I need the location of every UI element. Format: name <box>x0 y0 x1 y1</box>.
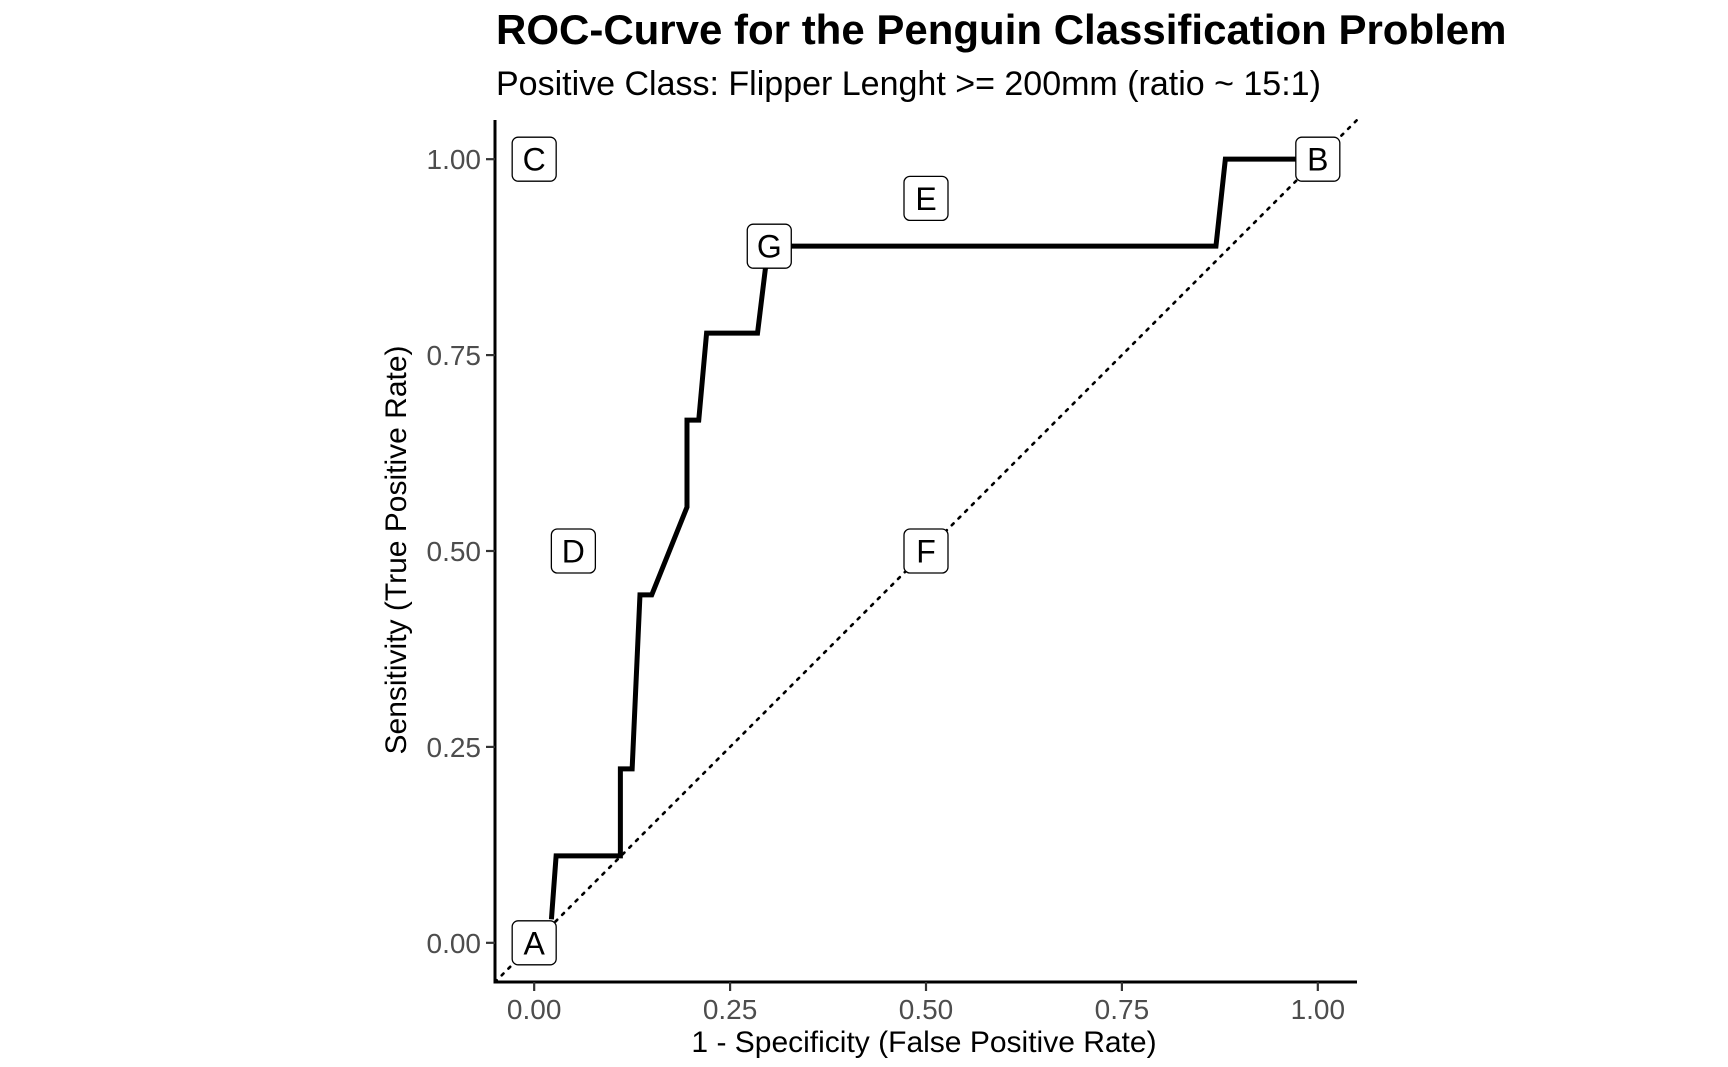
point-label-g: G <box>746 223 792 269</box>
point-label-box <box>903 528 949 574</box>
point-label-text: B <box>1307 142 1328 178</box>
point-label-a: A <box>511 920 557 966</box>
point-label-c: C <box>511 136 557 182</box>
y-tick-label: 0.50 <box>427 536 482 567</box>
x-axis-title: 1 - Specificity (False Positive Rate) <box>691 1026 1156 1059</box>
y-tick-label: 1.00 <box>427 144 482 175</box>
point-label-text: F <box>916 534 936 570</box>
point-label-f: F <box>903 528 949 574</box>
point-label-b: B <box>1295 136 1341 182</box>
point-label-text: D <box>562 534 585 570</box>
x-tick-label: 0.75 <box>1095 994 1150 1025</box>
point-label-box <box>1295 136 1341 182</box>
y-axis-title: Sensitivity (True Positive Rate) <box>380 345 413 754</box>
point-label-text: G <box>757 229 782 265</box>
point-label-box <box>511 920 557 966</box>
point-label-text: A <box>524 925 546 961</box>
x-tick-label: 0.25 <box>703 994 758 1025</box>
y-tick-label: 0.25 <box>427 732 482 763</box>
chart-title: ROC-Curve for the Penguin Classification… <box>496 6 1506 53</box>
y-tick-label: 0.75 <box>427 340 482 371</box>
plot-area: 0.00 0.25 0.50 0.75 1.00 0.00 0.25 0.50 0.75 1.00… <box>427 118 1359 1025</box>
x-tick-label: 0.00 <box>507 994 562 1025</box>
point-label-text: E <box>915 181 936 217</box>
point-label-text: C <box>523 142 546 178</box>
point-label-box <box>550 528 597 574</box>
x-tick-label: 1.00 <box>1291 994 1346 1025</box>
point-label-box <box>903 175 949 222</box>
point-label-box <box>511 136 557 182</box>
chart-subtitle: Positive Class: Flipper Lenght >= 200mm … <box>496 65 1321 103</box>
point-label-e: E <box>903 175 949 222</box>
point-label-box <box>746 223 792 269</box>
point-label-d: D <box>550 528 597 574</box>
x-tick-label: 0.50 <box>899 994 954 1025</box>
y-tick-label: 0.00 <box>427 928 482 959</box>
roc-curve-line <box>548 156 1318 920</box>
